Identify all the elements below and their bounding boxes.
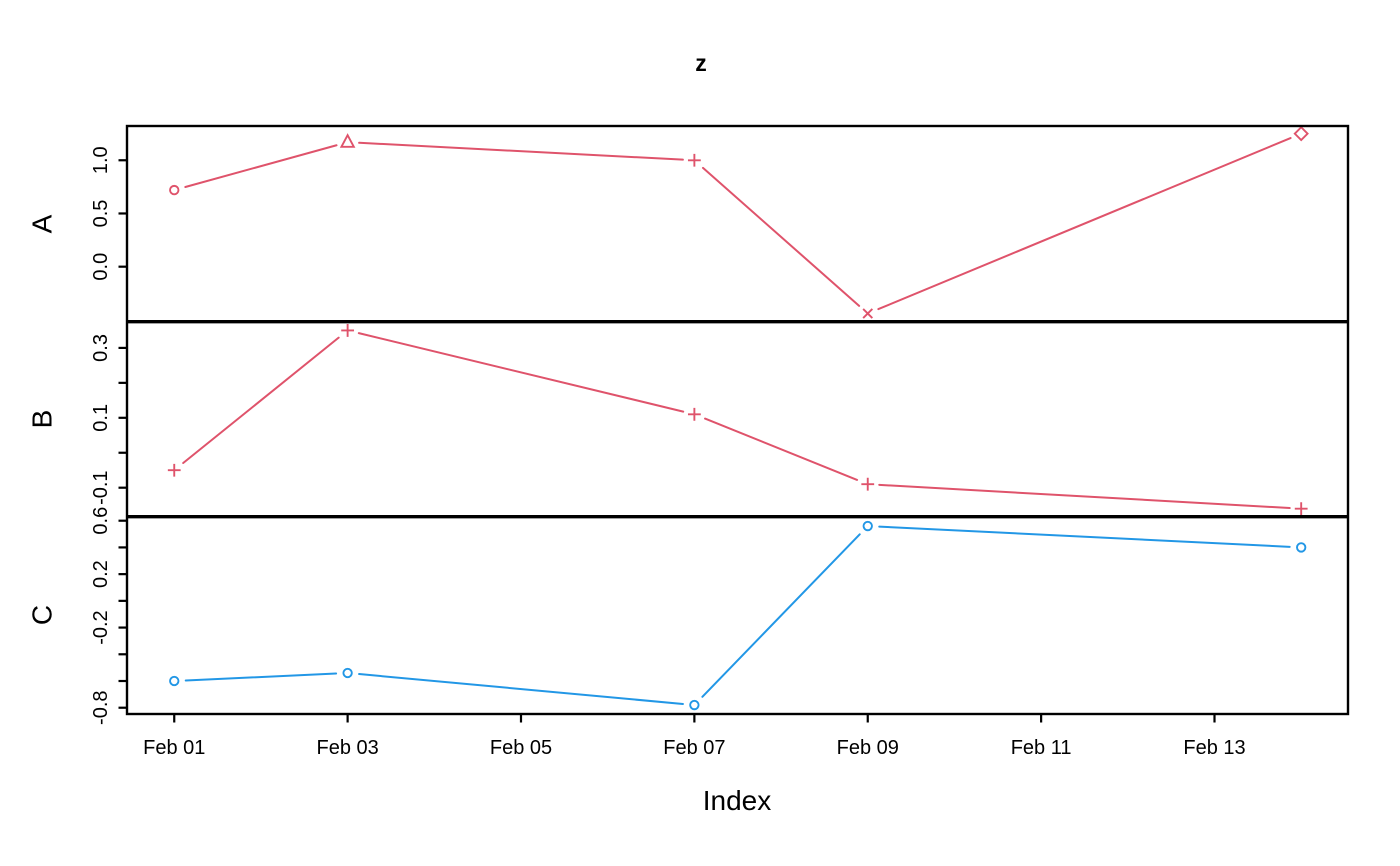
- data-point-marker-x: [862, 308, 874, 319]
- data-point-marker-plus: [687, 153, 701, 167]
- series-line-segment: [358, 673, 684, 705]
- chart-title: z: [695, 50, 707, 76]
- x-tick-label: Feb 13: [1183, 737, 1245, 759]
- series-line-segment: [182, 336, 340, 465]
- y-tick-label: 0.2: [90, 560, 112, 588]
- y-tick-label: -0.1: [90, 470, 112, 504]
- data-point-marker-plus: [1294, 502, 1308, 516]
- y-tick-label: -0.2: [90, 610, 112, 644]
- x-tick-label: Feb 09: [837, 737, 899, 759]
- series-line-segment: [878, 483, 1291, 510]
- series-line-segment: [358, 141, 684, 161]
- data-point-marker-circle: [862, 520, 873, 532]
- series-line-segment: [878, 525, 1291, 548]
- panel-a-label: A: [27, 214, 58, 233]
- x-tick-label: Feb 01: [143, 737, 205, 759]
- series-line-segment: [357, 332, 685, 413]
- data-point-marker-circle: [169, 675, 180, 687]
- series-line-segment: [701, 166, 861, 307]
- data-point-marker-plus: [167, 463, 181, 477]
- series-line-segment: [184, 672, 338, 682]
- data-point-marker-triangle: [339, 133, 356, 148]
- y-tick-label: -0.8: [90, 690, 112, 724]
- plot-border: [125, 124, 1350, 716]
- y-tick-label: 0.1: [90, 404, 112, 432]
- x-tick-label: Feb 11: [1011, 737, 1072, 759]
- y-tick-label: 0.6: [90, 507, 112, 535]
- data-point-marker-circle: [1296, 542, 1307, 553]
- series-line-segment: [704, 417, 859, 481]
- series-line-segment: [877, 137, 1292, 311]
- plot-area: 1.0 0.5 0.0 0.3 0.1 -0.1 0.6 0.2 -0.2 -0.8 Feb 01 F…: [90, 124, 1350, 759]
- data-point-marker-circle: [689, 699, 700, 711]
- y-tick-label: 0.3: [90, 334, 112, 362]
- x-tick-label: Feb 05: [490, 737, 552, 759]
- data-point-marker-plus: [341, 324, 355, 337]
- panel-b-label: B: [27, 410, 58, 429]
- series-line-segment: [184, 144, 338, 189]
- y-tick-label: 0.5: [90, 200, 112, 228]
- data-point-marker-circle: [169, 184, 180, 196]
- x-tick-label: Feb 03: [316, 737, 378, 759]
- panel-c-label: C: [27, 605, 58, 625]
- y-tick-label: 0.0: [90, 253, 112, 281]
- y-tick-label: 1.0: [90, 146, 112, 174]
- series-line-segment: [701, 533, 861, 698]
- x-axis-title: Index: [703, 785, 772, 816]
- data-point-marker-plus: [687, 407, 701, 421]
- x-tick-label: Feb 07: [663, 737, 725, 759]
- data-point-marker-plus: [861, 477, 875, 491]
- data-point-marker-diamond: [1293, 125, 1309, 142]
- data-point-marker-circle: [342, 667, 353, 679]
